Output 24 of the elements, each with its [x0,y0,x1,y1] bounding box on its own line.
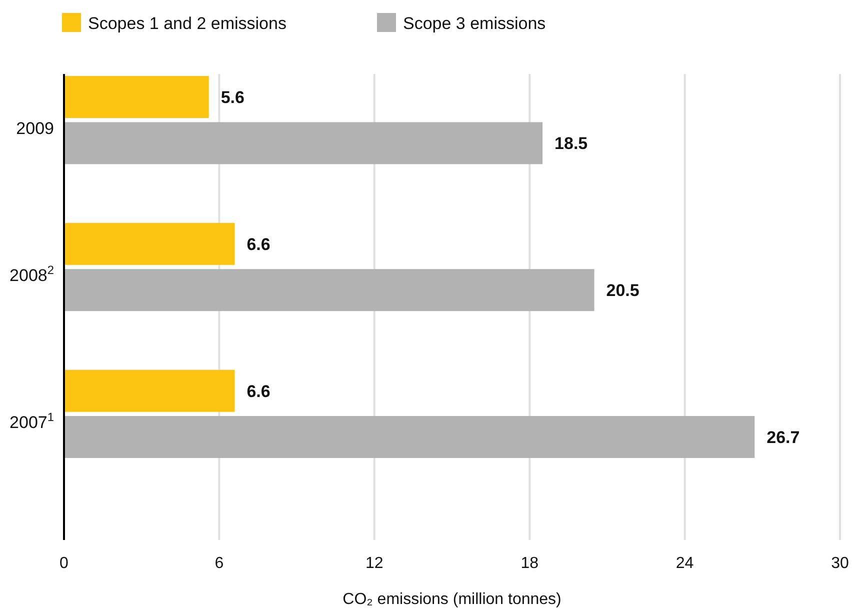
y-tick-label: 2008$^{2}$ [10,263,54,285]
bar [64,370,235,412]
bar [64,222,235,265]
legend-label: Scopes 1 and 2 emissions [88,14,286,33]
x-tick-label: 6 [214,555,224,572]
x-axis-title: CO₂ emissions (million tonnes) [342,591,562,608]
bar [64,76,209,118]
data-label: 20.5 [606,281,640,300]
data-label: 6.6 [246,382,270,401]
x-tick-label: 0 [60,555,69,572]
legend-label: Scope 3 emissions [403,14,546,33]
bar [64,416,755,458]
x-tick-label: 30 [831,555,849,572]
bar [64,269,594,312]
data-label: 6.6 [246,234,270,254]
y-tick-label: 2009 [16,119,54,138]
data-label: 18.5 [554,134,588,154]
x-tick-label: 24 [676,555,694,572]
bar [64,122,543,164]
x-tick-label: 12 [366,555,384,572]
x-tick-label: 18 [520,555,539,572]
y-tick-label: 2007$^{1}$ [10,410,54,432]
data-label: 5.6 [220,88,244,107]
data-label: 26.7 [766,428,800,447]
